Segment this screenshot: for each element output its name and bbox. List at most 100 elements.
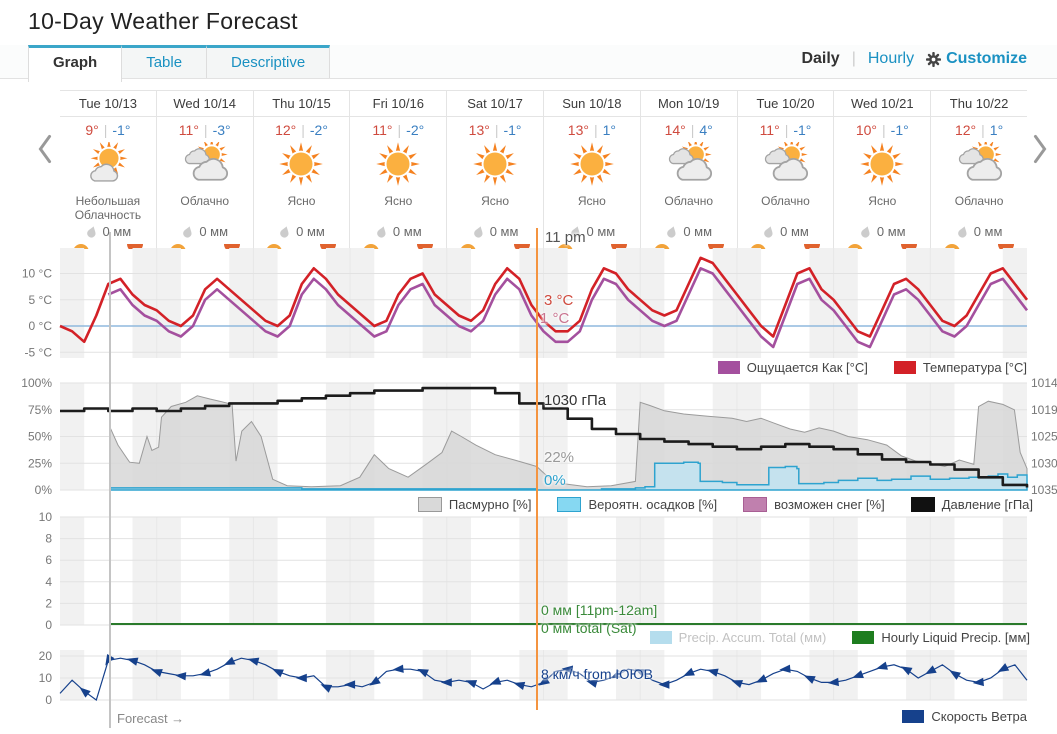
day-condition: Ясно xyxy=(287,194,316,208)
day-condition: Ясно xyxy=(868,194,897,208)
day-column-8[interactable]: Tue 10/20 11° | -1° Облачно 0 мм xyxy=(736,91,834,249)
cloud-legend-item-3[interactable]: возможен снег [%] xyxy=(743,497,885,512)
wind-chart[interactable]: 20 10 0 xyxy=(0,642,1057,712)
day-precip: 0 мм xyxy=(254,224,350,242)
svg-text:75%: 75% xyxy=(28,403,52,417)
hover-crosshair-line xyxy=(536,228,538,710)
day-precip: 0 мм xyxy=(641,224,737,242)
wind-legend-item-1[interactable]: Скорость Ветра xyxy=(902,709,1027,724)
legend-swatch xyxy=(893,361,916,374)
low-temp: 1° xyxy=(989,122,1004,138)
day-column-7[interactable]: Mon 10/19 14° | 4° Облачно 0 мм xyxy=(639,91,737,249)
sun-times-row xyxy=(350,244,446,249)
legend-swatch xyxy=(417,497,442,512)
cloud-pressure-chart[interactable]: 100% 75% 50% 25% 0% 1035 1030 1025 1019 1014 xyxy=(0,375,1057,495)
day-column-3[interactable]: Thu 10/15 12° | -2° Ясно 0 мм xyxy=(252,91,350,249)
hover-precip-prob-label: 0% xyxy=(544,472,566,489)
svg-text:8: 8 xyxy=(45,532,52,546)
tab-graph[interactable]: Graph xyxy=(28,45,123,82)
day-column-1[interactable]: Tue 10/13 9° | -1° Небольшая Облачность 0 мм xyxy=(60,91,156,249)
day-temps: 11° | -1° xyxy=(759,122,812,138)
hover-feels-like-label: 1 °C xyxy=(540,310,570,327)
day-condition: Облачно xyxy=(664,194,713,208)
sunrise-icon xyxy=(72,244,89,249)
legend-label: Скорость Ветра xyxy=(931,709,1027,724)
legend-label: Пасмурно [%] xyxy=(448,497,532,512)
cloud-legend-item-2[interactable]: Вероятн. осадков [%] xyxy=(557,497,717,512)
low-temp: 4° xyxy=(699,122,713,138)
high-temp: 11° xyxy=(178,122,199,138)
precipitation-chart[interactable]: 10 8 6 4 2 0 xyxy=(0,512,1057,629)
day-date: Wed 10/21 xyxy=(834,91,931,117)
low-temp: -1° xyxy=(503,122,522,138)
hourly-toggle[interactable]: Hourly xyxy=(867,50,915,67)
weather-icon-sunny xyxy=(473,142,517,186)
temp-legend-item-1[interactable]: Ощущается Как [°C] xyxy=(717,360,868,375)
day-column-5[interactable]: Sat 10/17 13° | -1° Ясно 0 мм xyxy=(446,91,543,249)
day-precip: 0 мм xyxy=(834,224,930,242)
precip-legend-item-2[interactable]: Hourly Liquid Precip. [мм] xyxy=(852,630,1030,645)
cloud-legend-item-1[interactable]: Пасмурно [%] xyxy=(417,497,532,512)
precip-legend-item-1[interactable]: Precip. Accum. Total (мм) xyxy=(649,630,826,645)
forecast-direction-label: Forecast → xyxy=(117,711,185,726)
sun-times-row xyxy=(738,244,834,249)
raindrop-icon xyxy=(667,226,676,238)
daily-toggle[interactable]: Daily xyxy=(801,50,840,67)
tab-table[interactable]: Table xyxy=(121,45,208,78)
day-temps: 13° | -1° xyxy=(468,122,522,138)
hover-precip-hour-label: 0 мм [11pm-12am] xyxy=(541,602,658,618)
legend-label: Вероятн. осадков [%] xyxy=(588,497,718,512)
temperature-chart[interactable]: 10 °C 5 °C 0 °C -5 °C xyxy=(0,240,1057,360)
sunrise-icon xyxy=(556,244,573,249)
day-condition: Ясно xyxy=(384,194,413,208)
day-column-6[interactable]: Sun 10/18 13° | 1° Ясно 0 мм xyxy=(542,91,640,249)
scroll-left-button[interactable] xyxy=(36,133,54,170)
raindrop-icon xyxy=(377,226,386,238)
customize-button[interactable]: Customize xyxy=(926,50,1027,68)
precipitation-legend: Precip. Accum. Total (мм) Hourly Liquid P… xyxy=(649,630,1030,645)
hover-precip-total-label: 0 мм total (Sat) xyxy=(541,620,637,636)
hover-pressure-label: 1030 гПа xyxy=(544,392,607,409)
legend-swatch xyxy=(649,631,672,644)
day-precip: 0 мм xyxy=(544,224,640,242)
svg-text:10 °C: 10 °C xyxy=(22,267,52,281)
sunrise-icon xyxy=(847,244,864,249)
sunset-icon xyxy=(320,244,337,249)
temperature-legend: Ощущается Как [°C] Температура [°C] xyxy=(717,360,1027,375)
temp-legend-item-2[interactable]: Температура [°C] xyxy=(893,360,1027,375)
wind-legend: Скорость Ветра xyxy=(902,709,1027,724)
svg-text:0: 0 xyxy=(45,618,52,629)
day-column-10[interactable]: Thu 10/22 12° | 1° Облачно 0 мм xyxy=(930,91,1027,249)
day-date: Sun 10/18 xyxy=(543,91,640,117)
sunrise-icon xyxy=(750,244,767,249)
day-column-4[interactable]: Fri 10/16 11° | -2° Ясно 0 мм xyxy=(349,91,447,249)
high-temp: 11° xyxy=(759,122,780,138)
cloud-legend-item-4[interactable]: Давление [гПа] xyxy=(910,497,1033,512)
raindrop-icon xyxy=(764,226,773,238)
legend-swatch xyxy=(902,710,925,723)
toggle-divider: | xyxy=(851,50,856,67)
sun-times-row xyxy=(931,244,1027,249)
sunrise-icon xyxy=(363,244,380,249)
day-temps: 11° | -3° xyxy=(178,122,231,138)
day-temps: 9° | -1° xyxy=(85,122,131,138)
day-date: Tue 10/13 xyxy=(60,91,156,117)
scroll-right-button[interactable] xyxy=(1031,133,1049,170)
high-temp: 13° xyxy=(468,122,490,138)
day-temps: 10° | -1° xyxy=(855,122,909,138)
raindrop-icon xyxy=(280,226,289,238)
sun-times-row xyxy=(157,244,253,249)
sun-times-row xyxy=(544,244,640,249)
day-column-2[interactable]: Wed 10/14 11° | -3° Облачно 0 мм xyxy=(155,91,253,249)
low-temp: 1° xyxy=(602,122,616,138)
tab-descriptive[interactable]: Descriptive xyxy=(206,45,331,78)
day-column-9[interactable]: Wed 10/21 10° | -1° Ясно 0 мм xyxy=(833,91,931,249)
high-temp: 11° xyxy=(372,122,393,138)
sunset-icon xyxy=(514,244,531,249)
svg-text:0%: 0% xyxy=(35,483,53,495)
page-title: 10-Day Weather Forecast xyxy=(28,8,298,34)
legend-swatch xyxy=(852,631,875,644)
high-temp: 13° xyxy=(567,122,589,138)
sunset-icon xyxy=(223,244,240,249)
day-precip: 0 мм xyxy=(350,224,446,242)
